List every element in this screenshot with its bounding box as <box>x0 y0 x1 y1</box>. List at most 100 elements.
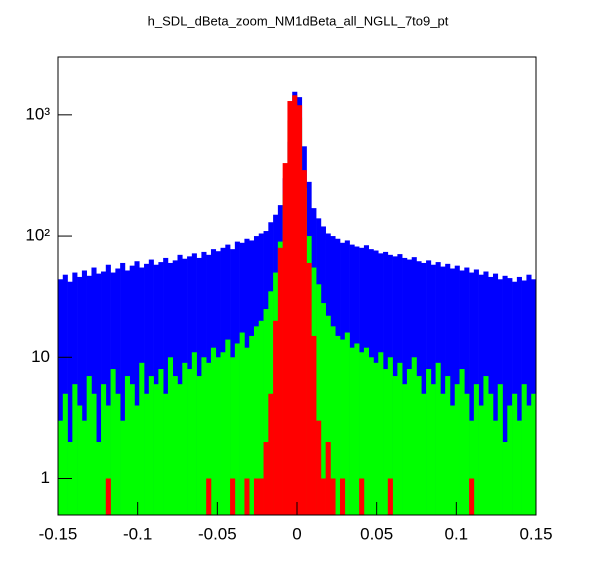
bar <box>72 384 78 515</box>
bar <box>120 262 126 515</box>
bar <box>263 442 269 515</box>
bar <box>230 478 236 515</box>
bar <box>445 376 451 515</box>
bar <box>277 247 283 516</box>
y-tick-label: 10³ <box>25 104 50 123</box>
bar <box>258 478 264 515</box>
x-tick-label: 0.05 <box>360 524 393 543</box>
bar <box>177 384 183 515</box>
bar <box>172 376 178 515</box>
bar <box>239 332 245 515</box>
x-tick-label: -0.15 <box>39 524 78 543</box>
x-tick-label: -0.1 <box>123 524 152 543</box>
x-tick-label: 0.15 <box>519 524 552 543</box>
bar <box>201 357 207 515</box>
bar <box>531 393 537 515</box>
bar <box>101 384 107 515</box>
bar <box>359 352 365 515</box>
bar <box>81 420 87 515</box>
bar <box>325 442 331 515</box>
bar <box>449 405 456 515</box>
bar <box>253 326 260 515</box>
x-tick-label: -0.05 <box>198 524 237 543</box>
bar <box>249 335 255 515</box>
bar <box>421 262 427 515</box>
bar <box>459 369 465 515</box>
bar <box>478 405 484 515</box>
bar <box>516 420 522 515</box>
bar <box>67 281 73 515</box>
bar <box>469 272 475 515</box>
bar <box>464 267 470 515</box>
bar <box>363 347 369 515</box>
bar <box>430 384 436 515</box>
bar <box>139 362 145 515</box>
bar <box>516 276 522 515</box>
bar <box>225 339 231 515</box>
bar <box>230 357 236 515</box>
chart-title: h_SDL_dBeta_zoom_NM1dBeta_all_NGLL_7to9_… <box>148 13 449 28</box>
bar <box>234 343 240 515</box>
bar <box>492 420 499 515</box>
y-tick-label: 1 <box>41 468 50 487</box>
bar <box>449 268 456 515</box>
bar <box>144 393 150 515</box>
bar <box>402 384 408 515</box>
bar <box>115 393 121 515</box>
bar <box>167 357 174 515</box>
bar <box>316 420 322 515</box>
bar <box>81 270 87 515</box>
bar <box>435 362 441 515</box>
bar <box>268 393 274 515</box>
bar <box>349 347 355 515</box>
bar <box>469 478 475 515</box>
bar <box>124 376 130 515</box>
bar <box>210 347 217 515</box>
bar <box>220 352 226 515</box>
bar <box>148 376 154 515</box>
bar <box>378 352 384 515</box>
bar <box>497 384 503 515</box>
bar <box>340 478 346 515</box>
bar <box>340 339 346 515</box>
y-tick-label: 10² <box>25 226 50 245</box>
bar <box>206 478 212 515</box>
bar <box>416 376 422 515</box>
bar <box>196 376 202 515</box>
bar <box>397 362 403 515</box>
bar <box>134 261 140 515</box>
bar <box>526 405 532 515</box>
bar <box>368 357 374 515</box>
bar <box>306 262 312 515</box>
bar <box>120 420 126 515</box>
bar <box>383 369 389 515</box>
bar <box>182 362 188 515</box>
bar <box>320 478 326 515</box>
bar <box>287 101 293 515</box>
bar <box>406 369 413 515</box>
bar <box>105 405 111 515</box>
bar <box>91 267 97 515</box>
bar <box>440 266 446 515</box>
bar <box>163 393 169 515</box>
bar <box>502 442 508 515</box>
bar <box>464 393 470 515</box>
bar <box>392 376 398 515</box>
bar <box>86 376 92 515</box>
bar <box>373 362 379 515</box>
bar <box>387 357 393 515</box>
bar <box>206 362 212 515</box>
bar <box>507 278 513 515</box>
bar <box>454 384 460 515</box>
bar <box>282 163 288 515</box>
bar <box>96 442 102 515</box>
bar <box>526 274 532 515</box>
bar <box>330 478 336 515</box>
bar <box>58 420 64 515</box>
x-tick-label: 0 <box>292 524 301 543</box>
bar <box>325 315 331 515</box>
bar <box>301 170 307 516</box>
bar <box>354 343 360 515</box>
bar <box>478 274 484 515</box>
